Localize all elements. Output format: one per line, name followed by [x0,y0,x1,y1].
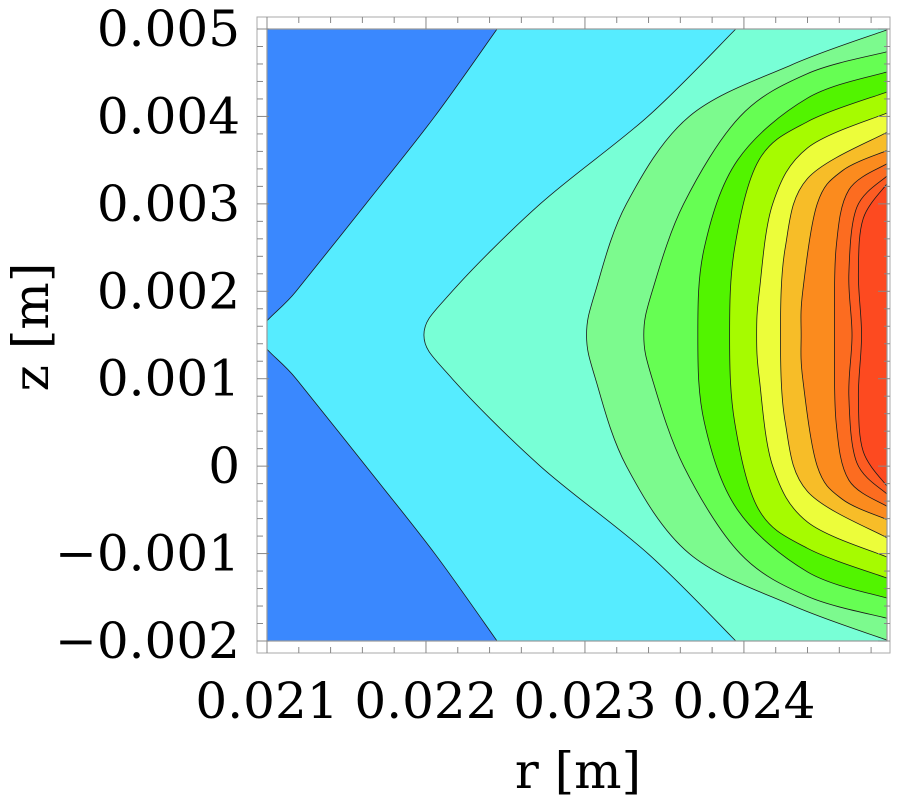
y-tick-label: −0.001 [55,525,240,583]
x-axis-label: r [m] [515,742,641,800]
x-tick-label: 0.024 [672,672,815,730]
contour-line-level-3 [586,29,887,641]
contour-line-level-11 [848,175,887,495]
contour-lines [267,29,887,641]
contour-line-level-9 [800,150,887,520]
outer-frame [256,16,891,654]
y-tick-label: 0.003 [97,175,240,233]
contour-line-level-12 [857,183,887,487]
contour-region-level-12 [858,183,887,487]
contour-regions [267,29,887,641]
axis-ticks [256,16,891,654]
x-tick-label: 0.023 [513,672,656,730]
tick-labels: 0.021 0.022 0.023 0.024 0.005 0.004 0.003 0.002… [55,0,816,730]
contour-line-level-10 [834,163,887,507]
plot-frame [266,28,888,642]
y-tick-label: 0.004 [97,87,240,145]
x-tick-label: 0.021 [195,672,338,730]
y-tick-label: 0.005 [97,0,240,58]
y-tick-label: 0.002 [97,262,240,320]
y-tick-label: 0 [208,437,240,495]
y-tick-label: −0.002 [55,612,240,670]
contour-line-level-8 [780,131,887,539]
contour-line-level-5 [697,71,887,599]
contour-line-level-6 [729,91,887,579]
x-tick-label: 0.022 [354,672,497,730]
y-tick-label: 0.001 [97,350,240,408]
contour-line-level-7 [756,112,887,558]
y-axis-label: z [m] [2,263,60,392]
contour-line-level-4 [643,51,887,619]
contour-line-level-1 [267,29,498,641]
contour-line-level-2 [423,29,737,641]
